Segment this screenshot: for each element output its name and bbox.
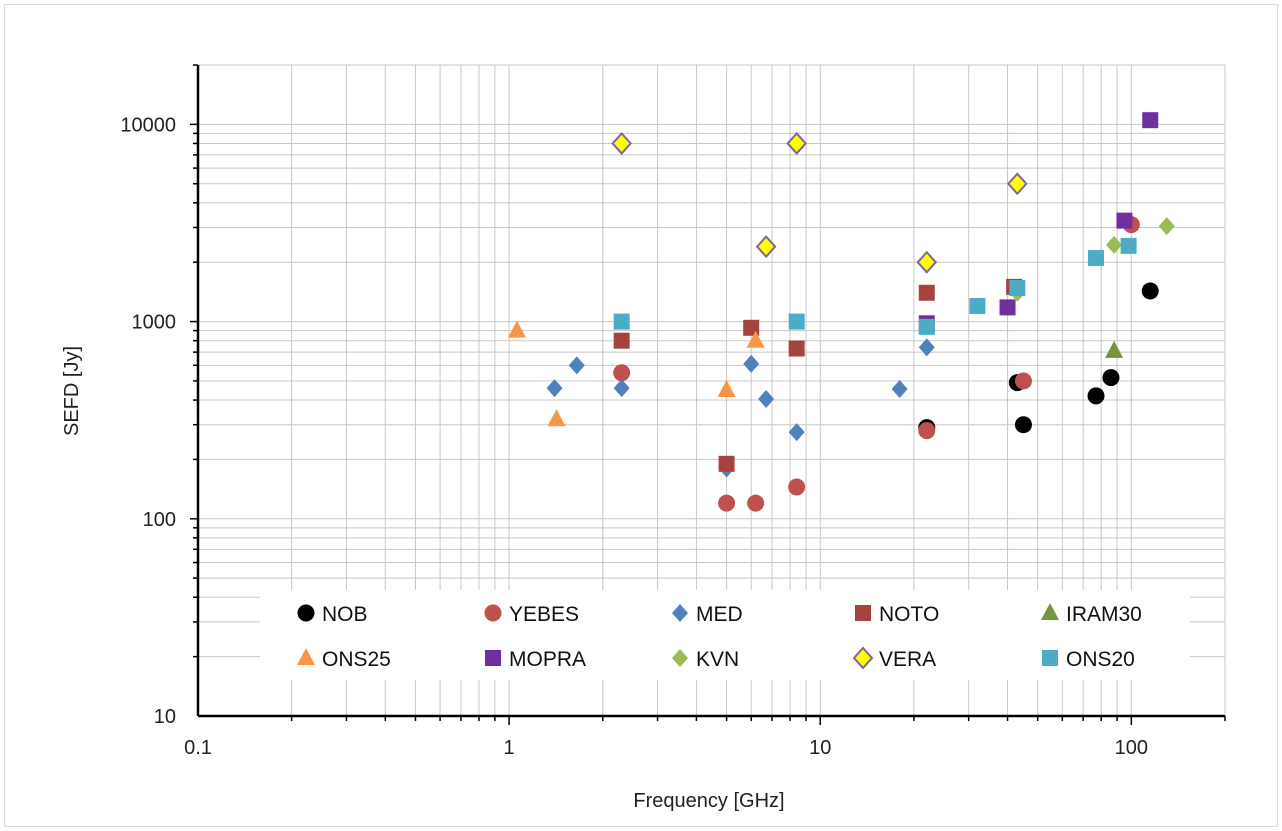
data-point-mopra [1142,112,1159,129]
series-vera [611,131,1028,274]
legend-marker-vera [852,646,874,670]
data-point-vera [916,250,938,274]
legend-marker-ons20 [1042,650,1058,666]
data-point-ons25 [507,320,526,338]
data-point-med [546,379,563,398]
legend-box [260,590,1190,680]
data-point-med [758,389,775,408]
data-point-yebes [788,478,806,496]
data-point-iram30 [1105,340,1124,358]
legend-label-kvn: KVN [696,648,739,671]
x-axis-title: Frequency [GHz] [633,790,784,812]
data-point-vera [1006,172,1028,196]
x-tick-label: 1 [504,737,515,759]
data-point-yebes [1014,372,1032,390]
data-point-ons20 [1120,237,1137,254]
data-point-mopra [1116,212,1133,229]
y-tick-label: 10 [154,706,176,728]
legend-label-nob: NOB [322,603,368,626]
series-iram30 [1105,340,1124,358]
data-point-kvn [1158,217,1175,236]
data-point-ons20 [918,318,935,335]
legend: NOB YEBES MED NOTO IRAM30 ONS25 MOPRA KVN VERA ON… [260,590,1190,680]
data-point-noto [788,340,805,357]
data-point-med [613,379,630,398]
series-yebes [613,216,1140,512]
data-point-yebes [613,364,631,382]
axes-layer [190,64,1226,725]
legend-marker-nob [297,604,315,622]
series-ons20 [613,237,1137,335]
legend-label-med: MED [696,603,743,626]
x-tick-label: 0.1 [184,737,212,759]
y-tick-label: 100 [143,509,176,531]
data-point-nob [1087,387,1105,405]
data-point-med [568,356,585,375]
tick-labels: 0.1 1 10 100 10 100 1000 10000 [120,114,1148,759]
legend-label-vera: VERA [879,648,936,671]
y-axis-title: SEFD [Jy] [61,346,83,436]
data-point-ons20 [613,313,630,330]
data-point-med [743,354,760,373]
legend-label-iram30: IRAM30 [1066,603,1142,626]
data-point-noto [613,332,630,349]
data-point-vera [786,131,808,155]
legend-label-mopra: MOPRA [509,648,586,671]
legend-marker-mopra [485,650,501,666]
data-point-ons20 [788,313,805,330]
legend-label-ons20: ONS20 [1066,648,1135,671]
data-point-ons25 [717,379,736,397]
data-points [507,112,1175,512]
data-point-ons25 [547,409,566,427]
x-tick-label: 10 [809,737,831,759]
data-point-yebes [718,494,736,512]
data-point-ons20 [1009,280,1026,297]
data-point-noto [718,455,735,472]
y-tick-label: 10000 [120,114,176,136]
legend-marker-yebes [484,604,502,622]
legend-label-noto: NOTO [879,603,939,626]
chart-frame [4,4,1278,827]
legend-label-yebes: YEBES [509,603,579,626]
data-point-nob [1141,282,1159,300]
data-point-nob [1014,416,1032,434]
data-point-vera [755,235,777,259]
legend-marker-med [672,604,688,622]
data-point-yebes [918,422,936,440]
data-point-ons25 [746,330,765,348]
legend-marker-iram30 [1041,603,1059,620]
data-point-mopra [999,299,1016,316]
data-point-vera [611,131,632,155]
legend-marker-ons25 [297,648,315,665]
legend-marker-kvn [672,649,688,667]
data-point-med [788,423,805,442]
data-point-yebes [747,494,765,512]
data-point-ons20 [1088,250,1105,267]
data-point-ons20 [969,297,986,314]
y-tick-label: 1000 [132,312,177,334]
x-tick-label: 100 [1115,737,1148,759]
legend-marker-noto [855,605,871,621]
series-ons25 [507,320,765,427]
legend-label-ons25: ONS25 [322,648,391,671]
data-point-kvn [1106,235,1123,254]
data-point-med [891,380,908,399]
data-point-noto [918,284,935,301]
data-point-med [918,338,935,357]
data-point-nob [1102,369,1120,387]
